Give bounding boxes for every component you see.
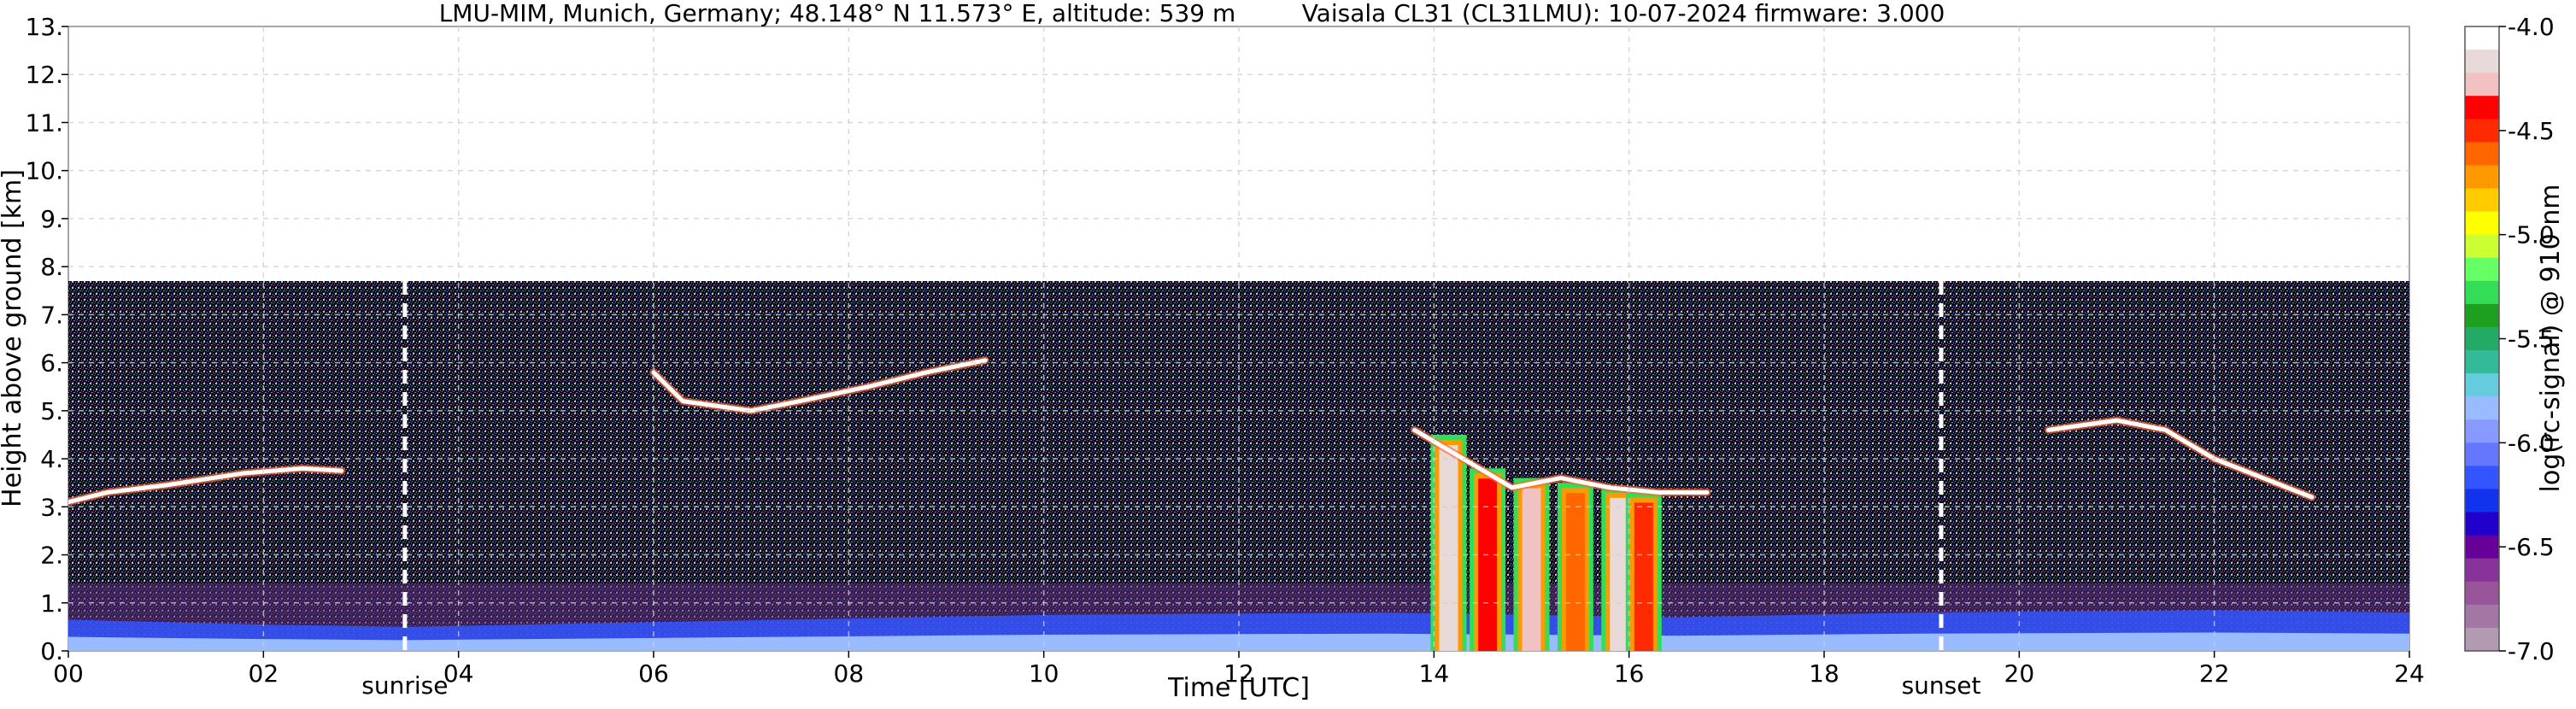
- x-tick-label: 20: [2004, 659, 2035, 688]
- colorbar-swatch: [2465, 350, 2499, 374]
- colorbar-swatch: [2465, 26, 2499, 50]
- y-tick-label: 2.: [40, 542, 63, 570]
- colorbar-swatch: [2465, 627, 2499, 652]
- colorbar-swatch: [2465, 303, 2499, 328]
- x-tick-label: 00: [53, 659, 84, 688]
- sun-markers: sunrise sunset: [361, 281, 1980, 700]
- precipitation-streaks: [1430, 434, 1662, 651]
- y-tick-label: 9.: [40, 205, 63, 233]
- precip-streak: [1522, 488, 1541, 651]
- colorbar-tick-label: -7.0: [2508, 637, 2555, 665]
- precip-streak: [1478, 478, 1498, 651]
- x-tick-label: 04: [443, 659, 474, 688]
- colorbar-swatch: [2465, 50, 2499, 73]
- x-tick-label: 12: [1223, 659, 1254, 688]
- colorbar-swatch: [2465, 142, 2499, 167]
- colorbar-swatch: [2465, 326, 2499, 351]
- colorbar-swatch: [2465, 188, 2499, 213]
- colorbar: [2465, 26, 2499, 652]
- colorbar-swatch: [2465, 396, 2499, 420]
- y-tick-label: 12.: [25, 61, 63, 89]
- colorbar-swatch: [2465, 280, 2499, 305]
- x-tick-label: 14: [1419, 659, 1450, 688]
- colorbar-swatch: [2465, 211, 2499, 236]
- y-tick-label: 11.: [25, 108, 63, 137]
- y-tick-label: 3.: [40, 493, 63, 521]
- colorbar-swatch: [2465, 489, 2499, 513]
- colorbar-tick-label: -6.5: [2508, 533, 2555, 561]
- colorbar-swatch: [2465, 96, 2499, 120]
- y-axis-label: Height above ground [km]: [0, 169, 27, 507]
- y-axis-ticks: 0. 1. 2. 3. 4. 5. 6. 7. 8. 9. 10. 11. 12. 13.: [25, 13, 68, 665]
- sunrise-label: sunrise: [361, 671, 448, 700]
- sunset-label: sunset: [1902, 671, 1981, 700]
- precip-streak: [1439, 444, 1458, 651]
- colorbar-swatch: [2465, 257, 2499, 282]
- x-tick-label: 06: [638, 659, 669, 688]
- y-tick-label: 0.: [40, 637, 63, 665]
- colorbar-ticks: -4.0 -4.5 -5.0 -5.5 -6.0 -6.5 -7.0: [2499, 13, 2555, 665]
- chart-title-instrument: Vaisala CL31 (CL31LMU): 10-07-2024 firmw…: [1302, 0, 1945, 27]
- x-tick-label: 10: [1029, 659, 1059, 688]
- colorbar-swatch: [2465, 442, 2499, 467]
- y-tick-label: 1.: [40, 589, 63, 618]
- colorbar-swatch: [2465, 165, 2499, 190]
- colorbar-swatch: [2465, 234, 2499, 259]
- colorbar-swatch: [2465, 73, 2499, 97]
- cloud-layer-cirrus_evening: [2046, 418, 2315, 500]
- x-tick-label: 22: [2199, 659, 2230, 688]
- cloud-layer-cirrus_early: [68, 466, 344, 505]
- colorbar-tick-label: -4.0: [2508, 13, 2555, 41]
- precip-streak: [1610, 497, 1629, 651]
- y-tick-label: 8.: [40, 253, 63, 281]
- colorbar-swatch: [2465, 466, 2499, 490]
- colorbar-tick-label: -6.0: [2508, 429, 2555, 457]
- colorbar-swatch: [2465, 119, 2499, 143]
- y-tick-label: 13.: [25, 13, 63, 41]
- colorbar-swatch: [2465, 419, 2499, 443]
- y-tick-label: 7.: [40, 301, 63, 329]
- colorbar-swatch: [2465, 558, 2499, 583]
- colorbar-swatch: [2465, 535, 2499, 560]
- x-axis-label: Time [UTC]: [1167, 673, 1310, 703]
- y-tick-label: 4.: [40, 445, 63, 473]
- colorbar-tick-label: -4.5: [2508, 117, 2555, 145]
- colorbar-tick-label: -5.0: [2508, 221, 2555, 249]
- colorbar-swatch: [2465, 581, 2499, 606]
- grid: [68, 26, 2409, 651]
- y-tick-label: 6.: [40, 349, 63, 378]
- colorbar-swatch: [2465, 512, 2499, 536]
- x-tick-label: 24: [2394, 659, 2425, 688]
- x-axis-ticks: 00 02 04 06 08 10 12 14 16 18 20 22 24: [53, 651, 2425, 688]
- y-tick-label: 10.: [25, 157, 63, 185]
- cloud-layer-cirrus_morning: [651, 358, 988, 413]
- colorbar-swatch: [2465, 604, 2499, 629]
- colorbar-tick-label: -5.5: [2508, 325, 2555, 354]
- x-tick-label: 16: [1614, 659, 1645, 688]
- x-tick-label: 18: [1809, 659, 1840, 688]
- x-tick-label: 08: [834, 659, 865, 688]
- colorbar-label: log(rc-signal) @ 910 nm: [2536, 185, 2566, 493]
- precip-streak: [1565, 493, 1585, 651]
- y-tick-label: 5.: [40, 397, 63, 425]
- colorbar-swatch: [2465, 373, 2499, 397]
- x-tick-label: 02: [249, 659, 279, 688]
- chart-title: LMU-MIM, Munich, Germany; 48.148° N 11.5…: [439, 0, 1236, 27]
- precip-streak: [1634, 502, 1653, 651]
